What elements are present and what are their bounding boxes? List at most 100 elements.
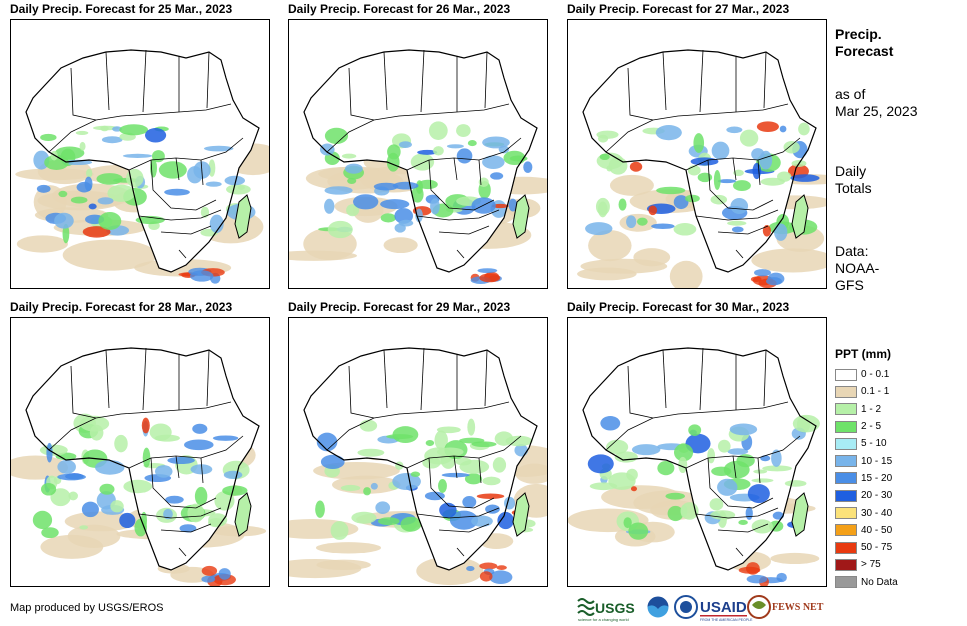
precip-blob [476,493,505,499]
legend-item: 1 - 2 [835,401,955,418]
coastline [303,49,538,273]
precip-blob [417,149,438,155]
country-border [138,507,222,519]
precip-blob [756,121,779,133]
usaid-wordmark: USAID [700,599,747,616]
country-border [707,457,774,509]
precip-blob [410,471,421,477]
map-credit: Map produced by USGS/EROS [10,602,164,614]
precip-blob [651,223,675,230]
precip-blob [697,172,713,183]
usgs-tagline: science for a changing world [578,617,629,622]
precip-blob [123,479,153,494]
precip-blob [508,198,518,212]
precip-blob [790,174,820,182]
country-border [699,49,704,113]
precip-blob [784,480,807,487]
precip-blob [165,495,184,504]
side-data-source: Data: NOAA- GFS [835,243,879,294]
country-border [763,349,767,407]
precip-blob [730,198,749,215]
precip-blob [201,575,216,583]
precip-blob [351,511,377,524]
precip-blob [119,512,136,529]
precip-map [10,19,270,289]
legend-label: 5 - 10 [861,438,887,450]
precip-blob [380,213,397,223]
precip-blob [327,220,353,239]
country-border [383,51,388,111]
precip-blob [631,444,661,456]
ocean-dry-area [40,534,104,559]
legend-item: 20 - 30 [835,487,955,504]
precip-blob [636,217,648,226]
asof-date: Mar 25, 2023 [835,103,918,119]
precip-blob [733,169,744,177]
legend-item: > 75 [835,556,955,573]
precip-blob [62,223,70,244]
precip-blob [753,469,768,474]
legend-label: 20 - 30 [861,490,893,502]
country-border [175,157,180,181]
precip-blob [709,498,724,511]
precip-blob [673,195,689,210]
legend-swatch [835,541,857,554]
country-border [707,159,774,211]
precip-blob [154,465,173,478]
panel-title: Daily Precip. Forecast for 28 Mar., 2023 [10,300,233,314]
precip-blob [319,143,335,156]
precip-blob [727,220,747,226]
precip-blob [378,517,400,526]
africa-map-svg [577,49,826,288]
country-border [453,455,458,479]
precip-blob [497,511,514,530]
precip-blob [693,133,705,153]
country-border [420,347,425,411]
precip-blob [628,522,649,540]
precip-blob [375,501,391,515]
country-border [695,507,779,519]
legend-swatch [835,489,857,502]
precip-map [288,317,548,587]
panel-title: Daily Precip. Forecast for 29 Mar., 2023 [288,300,511,314]
precip-blob [456,124,471,137]
precip-blob [57,459,76,474]
precip-blob [485,504,500,514]
precip-blob [479,562,498,570]
precip-blob [489,570,513,585]
country-border [406,137,522,171]
precip-blob [200,206,210,218]
country-border [757,457,761,484]
precip-blob [107,184,136,202]
precip-blob [82,226,111,238]
country-border [160,523,212,533]
precip-blob [425,440,435,447]
precip-blob [149,423,172,441]
precip-blob [54,212,74,229]
precip-blob [503,150,526,166]
precip-blob [731,226,744,233]
precip-blob [729,423,758,436]
precip-blob [142,447,151,468]
country-border [383,349,388,409]
precip-blob [667,505,684,522]
precip-blob [387,144,401,160]
country-border [326,401,510,451]
ocean-dry-area [770,552,820,565]
precip-blob [214,491,235,511]
precip-blob [70,196,88,204]
precip-blob [762,465,793,472]
country-border [142,49,147,113]
legend-label: 40 - 50 [861,524,893,536]
precip-blob [482,476,501,486]
precip-blob [141,417,150,434]
precip-blob [140,511,148,530]
precip-blob [656,186,686,195]
precip-blob [324,127,349,144]
dhs-seal-logo [674,595,698,619]
precip-blob [46,442,53,463]
country-border [48,401,232,451]
country-border [70,67,97,121]
country-border [685,137,801,171]
precip-blob [717,439,731,453]
